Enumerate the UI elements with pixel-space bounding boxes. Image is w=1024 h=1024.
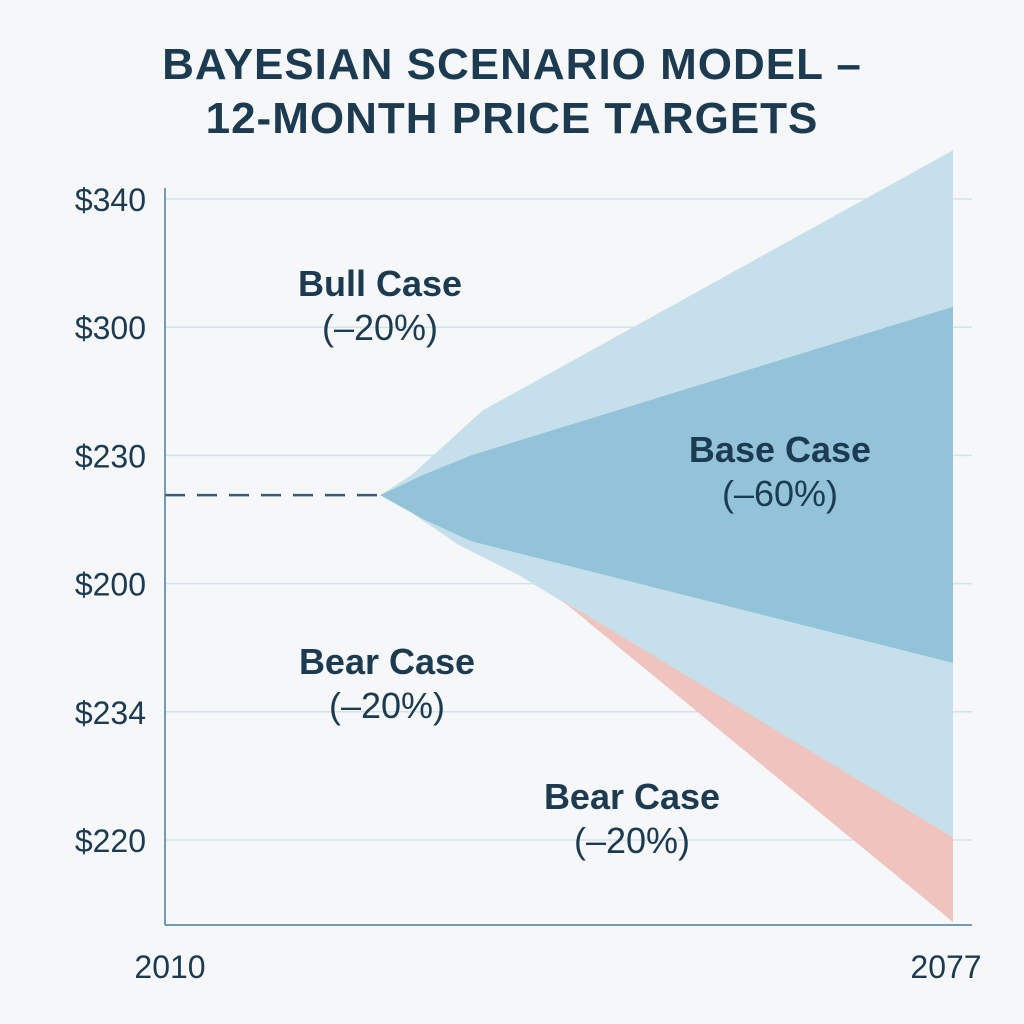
y-tick-label: $234	[75, 695, 146, 731]
y-tick-label: $300	[75, 310, 146, 346]
annotation-title: Bear Case	[543, 776, 721, 817]
y-tick-label: $200	[75, 567, 146, 603]
band-bear-case	[560, 598, 953, 923]
annotation-bear-2: Bear Case (–20%)	[482, 775, 782, 863]
y-tick-label: $230	[75, 438, 146, 474]
band-bull-case	[380, 150, 953, 496]
annotation-sub: (–20%)	[328, 685, 446, 726]
y-tick-label: $220	[75, 823, 146, 859]
chart-title: BAYESIAN SCENARIO MODEL –12-MONTH PRICE …	[162, 40, 862, 143]
annotation-title: Base Case	[688, 429, 872, 470]
band-bear-case	[380, 495, 953, 838]
annotation-bull: Bull Case (–20%)	[230, 262, 530, 350]
annotation-title: Bear Case	[298, 641, 476, 682]
x-tick-label: 2010	[134, 949, 205, 985]
annotation-title: Bull Case	[297, 263, 463, 304]
annotation-sub: (–20%)	[321, 307, 439, 348]
annotation-sub: (–60%)	[721, 473, 839, 514]
y-tick-label: $340	[75, 182, 146, 218]
x-tick-label: 2077	[910, 949, 981, 985]
annotation-base: Base Case (–60%)	[630, 428, 930, 516]
band-base-case	[380, 306, 953, 664]
annotation-bear-1: Bear Case (–20%)	[237, 640, 537, 728]
annotation-sub: (–20%)	[573, 820, 691, 861]
